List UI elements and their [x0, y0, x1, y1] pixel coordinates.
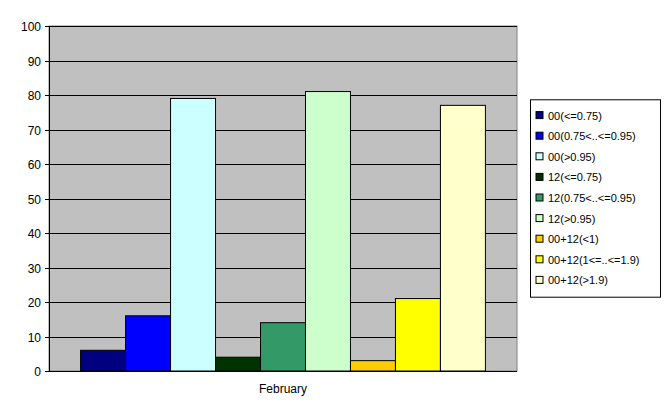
- legend-swatch: [536, 132, 543, 139]
- tick-label: 70: [28, 124, 42, 138]
- tick-label: 90: [28, 55, 42, 69]
- legend-swatch: [536, 194, 543, 201]
- grid-line: [49, 26, 517, 27]
- grid-line: [49, 95, 517, 96]
- legend-swatch: [536, 276, 543, 283]
- tick-label: 80: [28, 89, 42, 103]
- bar: [81, 350, 126, 371]
- tick-label: 100: [21, 20, 41, 34]
- category-label: February: [259, 382, 307, 396]
- bar: [350, 361, 395, 371]
- chart-container: 0 10 20 30 40 50 60 70 80 90 100 February 00(<=0.75)…: [0, 0, 667, 416]
- tick-label: 0: [34, 365, 41, 379]
- legend-label: 12(0.75<..<=0.95): [548, 192, 636, 204]
- tick-label: 10: [28, 331, 42, 345]
- legend-label: 00+12(1<=..<=1.9): [548, 254, 639, 266]
- tick-mark: [45, 337, 49, 338]
- legend-label: 00+12(>1.9): [548, 274, 608, 286]
- plot-area: [49, 26, 517, 371]
- bar: [171, 98, 216, 371]
- tick-mark: [45, 199, 49, 200]
- legend-swatch: [536, 256, 543, 263]
- bar: [395, 299, 440, 371]
- chart-svg: 0 10 20 30 40 50 60 70 80 90 100 February 00(<=0.75)…: [0, 0, 667, 416]
- tick-mark: [45, 371, 49, 372]
- tick-mark: [45, 233, 49, 234]
- bar: [126, 316, 171, 371]
- tick-mark: [45, 95, 49, 96]
- legend-swatch: [536, 235, 543, 242]
- bar: [261, 323, 306, 371]
- legend-swatch: [536, 173, 543, 180]
- tick-label: 20: [28, 296, 42, 310]
- legend-swatch: [536, 153, 543, 160]
- x-axis: [49, 371, 517, 372]
- legend-box: [531, 100, 661, 297]
- grid-line: [49, 371, 517, 372]
- legend-label: 00(<=0.75): [548, 110, 602, 122]
- bar: [440, 105, 485, 371]
- bars: [81, 92, 486, 371]
- tick-mark: [45, 302, 49, 303]
- tick-label: 50: [28, 193, 42, 207]
- tick-label: 30: [28, 262, 42, 276]
- bar: [305, 92, 350, 371]
- tick-mark: [45, 268, 49, 269]
- tick-mark: [45, 164, 49, 165]
- legend-label: 00(0.75<..<=0.95): [548, 130, 636, 142]
- y-axis: [49, 26, 50, 371]
- legend-label: 12(>0.95): [548, 213, 595, 225]
- tick-mark: [45, 61, 49, 62]
- legend-label: 00(>0.95): [548, 151, 595, 163]
- legend-swatch: [536, 215, 543, 222]
- tick-mark: [45, 130, 49, 131]
- legend-swatch: [536, 112, 543, 119]
- legend-label: 12(<=0.75): [548, 171, 602, 183]
- legend-label: 00+12(<1): [548, 233, 599, 245]
- tick-mark: [45, 26, 49, 27]
- bar: [216, 357, 261, 371]
- tick-label: 60: [28, 158, 42, 172]
- tick-label: 40: [28, 227, 42, 241]
- grid-line: [49, 61, 517, 62]
